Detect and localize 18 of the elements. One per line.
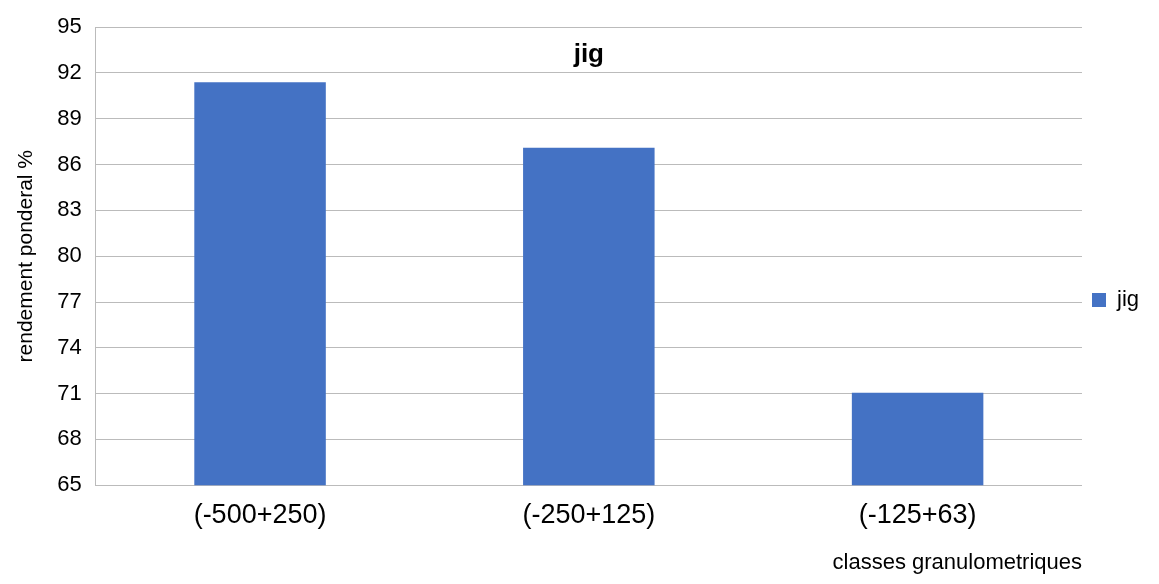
y-tick-label: 68 (57, 425, 82, 451)
y-tick-label: 71 (57, 379, 82, 405)
y-tick-label: 86 (57, 150, 82, 176)
legend-label: jig (1115, 286, 1139, 312)
x-tick-label: (-125+63) (858, 498, 977, 529)
x-tick-label: (-250+125) (522, 498, 656, 529)
text: jig (572, 38, 604, 69)
y-tick-label: 89 (57, 104, 82, 130)
y-tick-label: 92 (57, 59, 82, 85)
y-tick-label: 95 (57, 13, 82, 39)
y-tick-label: 65 (57, 471, 82, 497)
x-tick-label: (-500+250) (193, 498, 327, 529)
y-tick-label: 83 (57, 196, 82, 222)
y-tick-label: 80 (57, 242, 82, 268)
y-tick-label: 77 (57, 288, 82, 314)
x-axis-title: classes granulometriques (832, 548, 1082, 574)
y-axis-title: rendement ponderal % (13, 149, 37, 363)
y-tick-label: 74 (57, 333, 82, 359)
